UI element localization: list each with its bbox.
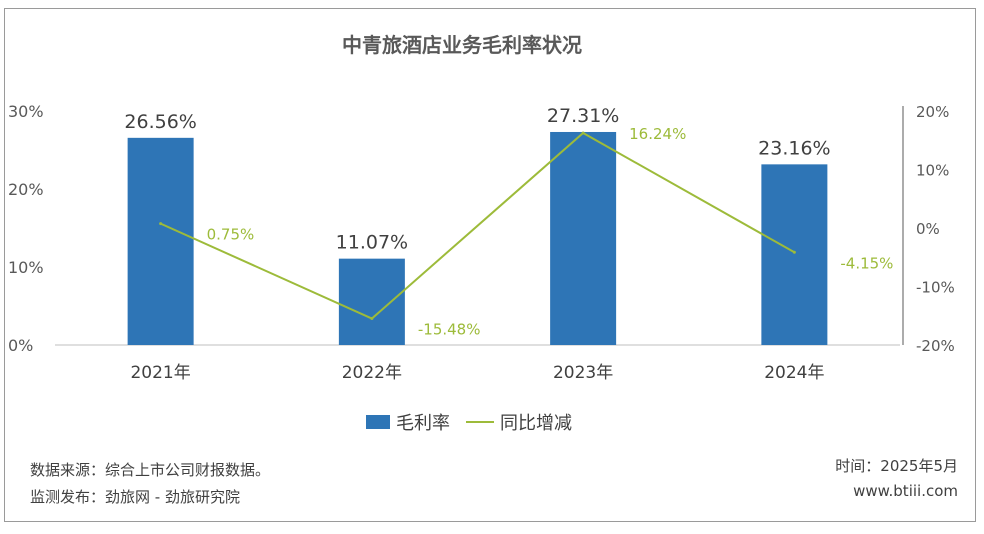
left-y-tick-label: 30% xyxy=(8,102,44,121)
legend: 毛利率 同比增减 xyxy=(366,413,572,434)
bar-margin xyxy=(127,137,194,345)
right-y-tick-label: -20% xyxy=(916,337,955,355)
chart-title: 中青旅酒店业务毛利率状况 xyxy=(342,33,582,57)
line-point xyxy=(370,317,374,321)
line-data-label: -4.15% xyxy=(840,254,893,272)
chart-frame xyxy=(4,8,976,522)
line-data-label: 0.75% xyxy=(207,226,255,244)
bar-margin xyxy=(550,131,617,345)
left-y-tick-label: 20% xyxy=(8,180,44,199)
site-note: www.btiii.com xyxy=(853,482,958,500)
legend-bar-swatch xyxy=(366,415,390,429)
right-y-tick-label: 20% xyxy=(916,103,949,121)
x-tick-label: 2022年 xyxy=(342,363,402,383)
legend-label-margin: 毛利率 xyxy=(396,413,450,434)
bar-data-label: 23.16% xyxy=(758,137,830,159)
line-point xyxy=(792,250,796,254)
right-y-tick-label: -10% xyxy=(916,279,955,297)
x-tick-label: 2023年 xyxy=(553,363,613,383)
line-point xyxy=(581,131,585,135)
time-note: 时间：2025年5月 xyxy=(835,457,958,475)
left-y-tick-label: 0% xyxy=(8,336,33,355)
legend-label-yoy: 同比增减 xyxy=(500,413,572,434)
x-tick-label: 2024年 xyxy=(764,363,824,383)
line-data-label: 16.24% xyxy=(629,125,686,143)
line-point xyxy=(159,222,163,226)
source-note: 数据来源：综合上市公司财报数据。 xyxy=(30,461,271,479)
bar-margin xyxy=(338,258,405,345)
line-data-label: -15.48% xyxy=(418,321,481,339)
right-y-tick-label: 10% xyxy=(916,162,949,180)
bar-data-label: 27.31% xyxy=(547,105,619,127)
bar-data-label: 11.07% xyxy=(336,232,408,254)
bar-data-label: 26.56% xyxy=(124,111,196,133)
monitor-note: 监测发布：劲旅网 - 劲旅研究院 xyxy=(30,488,240,506)
right-y-tick-label: 0% xyxy=(916,220,940,238)
x-tick-label: 2021年 xyxy=(130,363,190,383)
left-y-tick-label: 10% xyxy=(8,258,44,277)
line-yoy xyxy=(160,131,795,320)
bar-margin xyxy=(761,164,828,345)
